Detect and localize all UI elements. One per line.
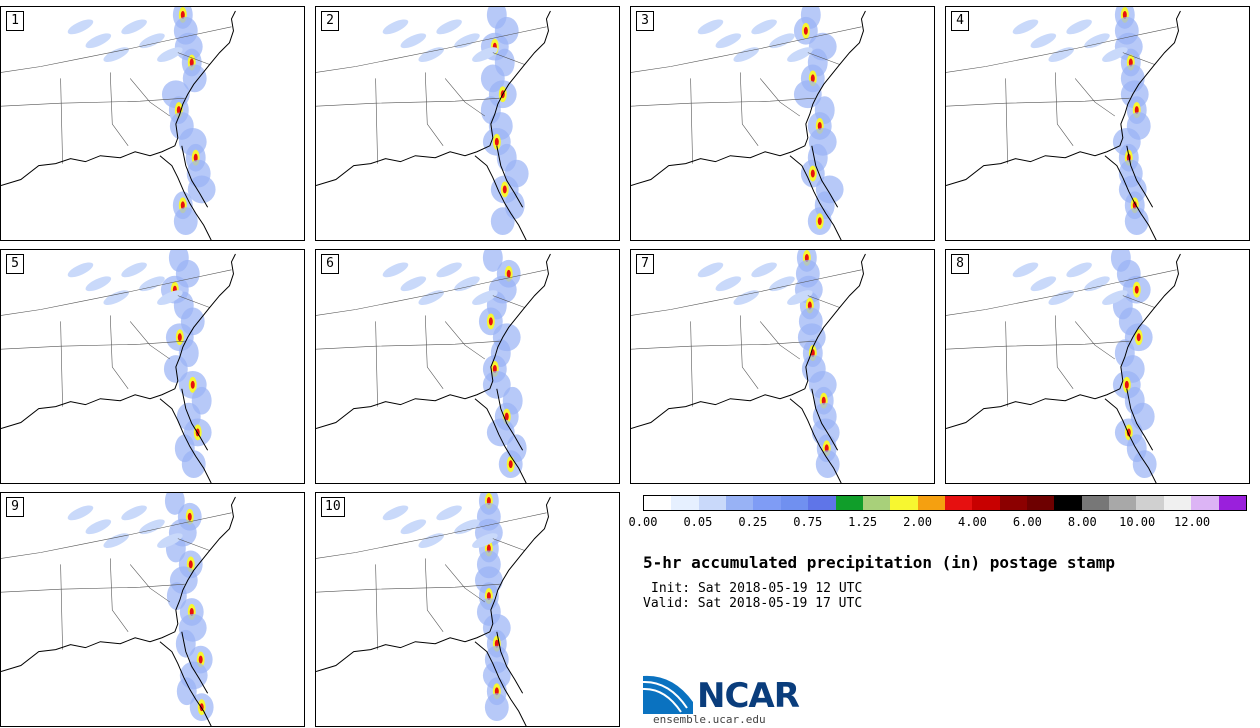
stamp-panel: 1 bbox=[0, 6, 305, 241]
stamp-panel: 6 bbox=[315, 249, 620, 484]
precip-map bbox=[631, 7, 866, 240]
colorbar-swatch bbox=[644, 496, 672, 510]
valid-time: Valid: Sat 2018-05-19 17 UTC bbox=[643, 596, 863, 611]
colorbar-swatch bbox=[917, 496, 945, 510]
precip-map bbox=[1, 7, 236, 240]
colorbar-swatch bbox=[1136, 496, 1164, 510]
stamp-panel: 10 bbox=[315, 492, 620, 727]
colorbar-swatch bbox=[1109, 496, 1137, 510]
site-url: ensemble.ucar.edu bbox=[653, 713, 766, 726]
member-number: 7 bbox=[636, 254, 654, 274]
stamp-panel: 4 bbox=[945, 6, 1250, 241]
member-number: 5 bbox=[6, 254, 24, 274]
colorbar-swatch bbox=[944, 496, 973, 510]
stamp-panel: 9 bbox=[0, 492, 305, 727]
member-number: 8 bbox=[951, 254, 969, 274]
colorbar-swatch bbox=[1081, 496, 1110, 510]
precip-colorbar bbox=[643, 495, 1247, 511]
precip-map bbox=[946, 7, 1181, 240]
colorbar-tick-label: 6.00 bbox=[1012, 515, 1042, 529]
colorbar-swatch bbox=[1163, 496, 1192, 510]
colorbar-tick-label: 0.00 bbox=[628, 515, 658, 529]
colorbar-swatch bbox=[753, 496, 781, 510]
plot-title: 5-hr accumulated precipitation (in) post… bbox=[643, 553, 1116, 572]
precip-map bbox=[316, 493, 551, 726]
precip-map bbox=[946, 250, 1181, 483]
logo-text: NCAR bbox=[697, 676, 800, 716]
colorbar-swatch bbox=[726, 496, 754, 510]
stamp-panel: 7 bbox=[630, 249, 935, 484]
colorbar-tick-label: 0.05 bbox=[683, 515, 713, 529]
colorbar-swatch bbox=[780, 496, 809, 510]
member-number: 6 bbox=[321, 254, 339, 274]
precip-map bbox=[1, 250, 236, 483]
stamp-panel: 8 bbox=[945, 249, 1250, 484]
colorbar-tick-label: 8.00 bbox=[1067, 515, 1097, 529]
member-number: 1 bbox=[6, 11, 24, 31]
stamp-panel: 3 bbox=[630, 6, 935, 241]
colorbar-swatch bbox=[1191, 496, 1219, 510]
colorbar-swatch bbox=[890, 496, 918, 510]
colorbar-swatch bbox=[1054, 496, 1082, 510]
colorbar-swatch bbox=[698, 496, 727, 510]
colorbar-tick-label: 10.00 bbox=[1119, 515, 1156, 529]
colorbar-tick-label: 1.25 bbox=[848, 515, 878, 529]
stamp-panel: 5 bbox=[0, 249, 305, 484]
init-time: Init: Sat 2018-05-19 12 UTC bbox=[651, 581, 863, 596]
colorbar-tick-label: 4.00 bbox=[958, 515, 987, 529]
precip-map bbox=[1, 493, 236, 726]
member-number: 2 bbox=[321, 11, 339, 31]
colorbar-tick-label: 12.00 bbox=[1174, 515, 1211, 529]
precip-map bbox=[631, 250, 866, 483]
member-number: 4 bbox=[951, 11, 969, 31]
colorbar-swatch bbox=[1027, 496, 1055, 510]
ncar-logo-icon bbox=[643, 675, 693, 714]
colorbar-swatch bbox=[671, 496, 699, 510]
colorbar-swatch bbox=[999, 496, 1028, 510]
colorbar-tick-label: 2.00 bbox=[903, 515, 932, 529]
colorbar-swatch bbox=[1218, 496, 1246, 510]
colorbar-swatch bbox=[835, 496, 863, 510]
colorbar-tick-label: 0.75 bbox=[793, 515, 823, 529]
precip-map bbox=[316, 250, 551, 483]
precip-map bbox=[316, 7, 551, 240]
colorbar-swatch bbox=[972, 496, 1000, 510]
member-number: 9 bbox=[6, 497, 24, 517]
colorbar-swatch bbox=[808, 496, 836, 510]
colorbar-swatch bbox=[862, 496, 891, 510]
colorbar-tick-label: 0.25 bbox=[738, 515, 768, 529]
member-number: 3 bbox=[636, 11, 654, 31]
member-number: 10 bbox=[321, 497, 345, 517]
stamp-panel: 2 bbox=[315, 6, 620, 241]
